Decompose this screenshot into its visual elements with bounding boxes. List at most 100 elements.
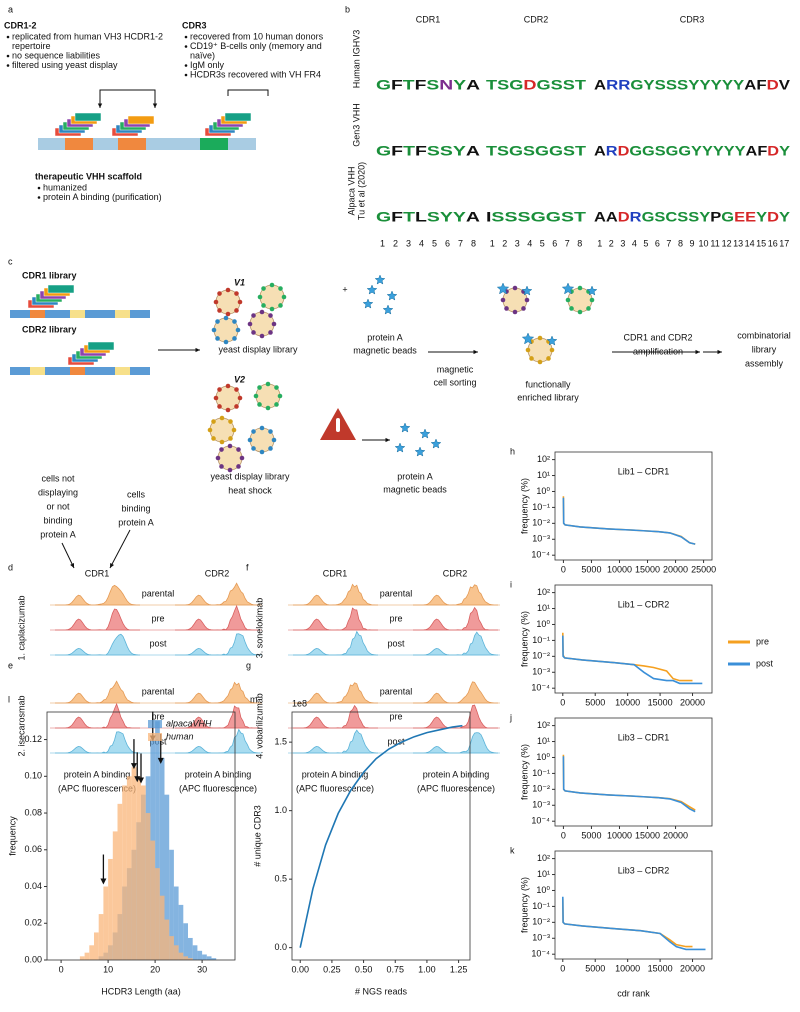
histogram-bar — [178, 952, 184, 960]
y-tick-label: 10² — [537, 720, 550, 730]
distribution — [293, 682, 378, 704]
display-dot — [251, 446, 256, 451]
bead — [419, 428, 431, 439]
display-dot — [269, 282, 275, 288]
x-tick-label: 15000 — [648, 963, 673, 973]
column-header: CDR1 — [416, 14, 441, 24]
position-label: 7 — [565, 238, 570, 248]
x-tick-label: 15000 — [648, 697, 673, 707]
plot-frame — [554, 584, 713, 694]
legend-swatch — [148, 733, 162, 741]
bead — [586, 285, 598, 296]
panel-letter: h — [510, 446, 515, 456]
column-header: CDR2 — [443, 568, 468, 578]
y-tick-label: 10⁰ — [536, 619, 550, 629]
caption: yeast display library — [218, 344, 298, 354]
histogram-bar — [79, 956, 85, 960]
display-dot — [219, 415, 225, 421]
column-header: CDR2 — [524, 14, 549, 24]
display-dot — [524, 297, 530, 303]
histogram-bar — [155, 721, 160, 960]
y-axis-label: # unique CDR3 — [252, 805, 262, 867]
histogram-bar — [150, 840, 156, 960]
distribution — [413, 704, 498, 729]
position-label: 1 — [490, 238, 495, 248]
y-tick-label: 10⁻³ — [532, 933, 550, 943]
distribution — [413, 732, 499, 754]
display-dot — [577, 309, 583, 315]
library-title: CDR2 library — [22, 324, 77, 334]
series-line — [562, 898, 693, 948]
y-tick-label: 10⁻⁴ — [531, 949, 550, 959]
position-label: 6 — [655, 238, 660, 248]
histogram-bar — [89, 945, 94, 960]
display-dot — [211, 327, 217, 333]
position-label: 4 — [527, 238, 532, 248]
row-label: parental — [142, 588, 175, 598]
display-dot — [257, 294, 263, 300]
arrow-head — [152, 103, 158, 108]
bracket — [227, 89, 269, 96]
x-tick-label: 0 — [59, 964, 64, 974]
distribution — [55, 680, 140, 704]
display-dot — [219, 439, 225, 445]
y-tick-label: 0.10 — [24, 771, 42, 781]
plot-frame — [554, 717, 713, 827]
y-tick-label: 10⁻¹ — [532, 502, 550, 512]
panel-letter: d — [8, 562, 13, 572]
position-label: 4 — [419, 238, 424, 248]
histogram-bar — [169, 849, 174, 960]
display-dot — [253, 393, 259, 399]
x-axis-label: HCDR3 Length (aa) — [101, 986, 181, 996]
caption: cell sorting — [433, 377, 476, 387]
panel-letter: j — [509, 712, 512, 722]
position-label: 17 — [779, 238, 789, 248]
bullet-text: filtered using yeast display — [12, 60, 118, 70]
display-dot — [271, 321, 277, 327]
arrow-head — [138, 777, 144, 784]
y-tick-label: 10⁻⁴ — [531, 683, 550, 693]
y-axis-label: frequency (%) — [519, 744, 529, 800]
panel-letter: c — [8, 256, 13, 266]
panel-letter: i — [510, 579, 512, 589]
bead — [362, 298, 374, 309]
display-dot — [259, 333, 265, 339]
x-tick-label: 0 — [561, 830, 566, 840]
caption: magnetic beads — [383, 484, 447, 494]
row-label: pre — [151, 711, 164, 721]
display-dot — [225, 287, 231, 293]
display-dot — [217, 404, 222, 409]
display-dot — [529, 356, 534, 361]
cdr-block — [200, 138, 228, 150]
series-line — [562, 632, 693, 682]
y-tick-label: 10⁻² — [532, 784, 550, 794]
distribution — [55, 608, 140, 631]
caption: amplification — [633, 346, 683, 356]
y-tick-label: 10⁻² — [532, 518, 550, 528]
axis-label: (APC fluorescence) — [296, 783, 374, 793]
distribution — [293, 607, 378, 631]
display-dot — [257, 385, 262, 390]
histogram-bar — [173, 886, 179, 960]
cdr-block — [65, 138, 93, 150]
variant-label: V1 — [234, 277, 245, 287]
row-label: parental — [380, 686, 413, 696]
display-dot — [228, 419, 233, 424]
display-dot — [232, 319, 237, 324]
display-dot — [234, 291, 239, 296]
position-label: 9 — [689, 238, 694, 248]
x-axis-label: # NGS reads — [355, 986, 408, 996]
cdr-segment — [30, 310, 45, 318]
x-tick-label: 0.25 — [323, 964, 341, 974]
variant-block — [224, 112, 252, 122]
x-tick-label: 0.50 — [355, 964, 373, 974]
display-dot — [234, 387, 239, 392]
position-label: 3 — [620, 238, 625, 248]
series-line — [562, 896, 706, 951]
library-title: CDR1 library — [22, 270, 77, 280]
arrow-line — [109, 529, 131, 569]
display-dot — [234, 404, 239, 409]
